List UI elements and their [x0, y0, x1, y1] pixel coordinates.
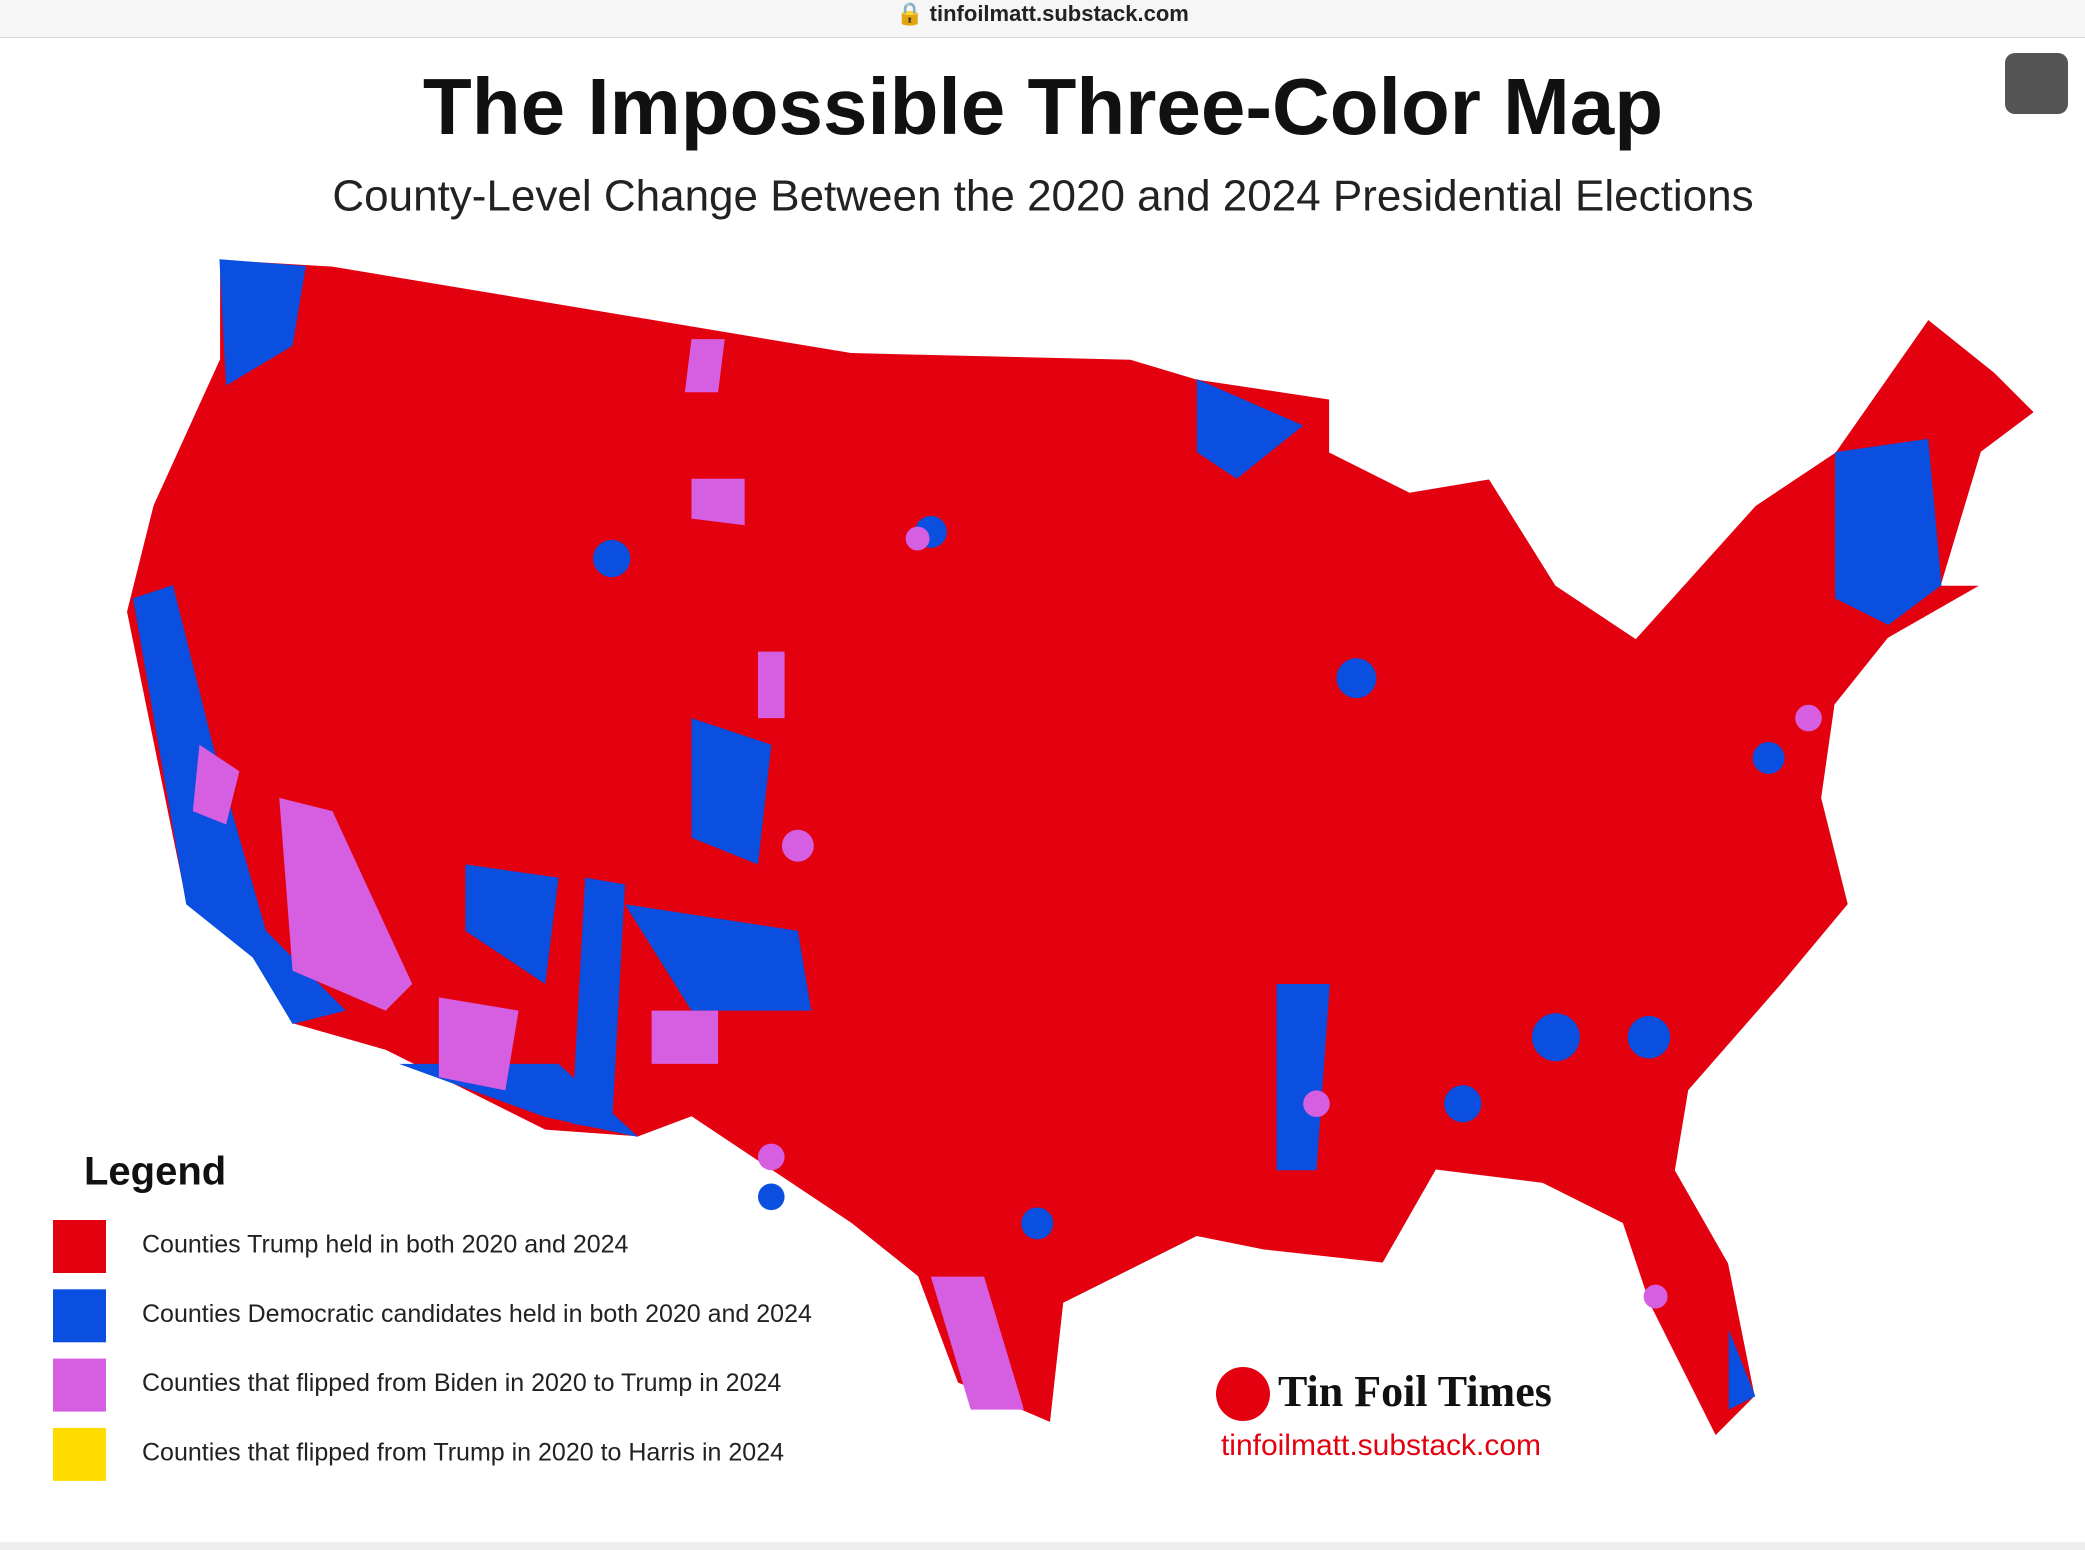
subtitle: County-Level Change Between the 2020 and… — [332, 172, 1753, 221]
legend-swatch — [53, 1427, 106, 1481]
blue-regions — [132, 259, 1942, 1410]
legend-label: Counties Democratic candidates held in b… — [142, 1300, 812, 1328]
address-bar[interactable]: 🔒 tinfoilmatt.substack.com — [0, 0, 2085, 38]
legend-swatch — [53, 1289, 106, 1343]
legend-swatch — [53, 1358, 106, 1412]
bottom-bar — [0, 1542, 2085, 1550]
brand-url: tinfoilmatt.substack.com — [1221, 1429, 1541, 1462]
lock-icon: 🔒 — [896, 1, 930, 26]
pink-regions — [192, 339, 1822, 1410]
us-outline — [125, 258, 2036, 1438]
legend-label: Counties Trump held in both 2020 and 202… — [142, 1231, 629, 1259]
legend-label: Counties that flipped from Trump in 2020… — [142, 1439, 784, 1467]
brand-name: Tin Foil Times — [1278, 1367, 1552, 1416]
title: The Impossible Three-Color Map — [423, 62, 1663, 151]
legend-swatch — [53, 1220, 106, 1273]
logo-icon — [1216, 1367, 1270, 1421]
url: tinfoilmatt.substack.com — [929, 1, 1189, 26]
legend-title: Legend — [84, 1150, 226, 1194]
legend: Counties Trump held in both 2020 and 202… — [53, 1220, 812, 1481]
us-map — [125, 258, 2036, 1438]
legend-label: Counties that flipped from Biden in 2020… — [142, 1369, 781, 1397]
expand-button[interactable] — [2005, 53, 2068, 114]
